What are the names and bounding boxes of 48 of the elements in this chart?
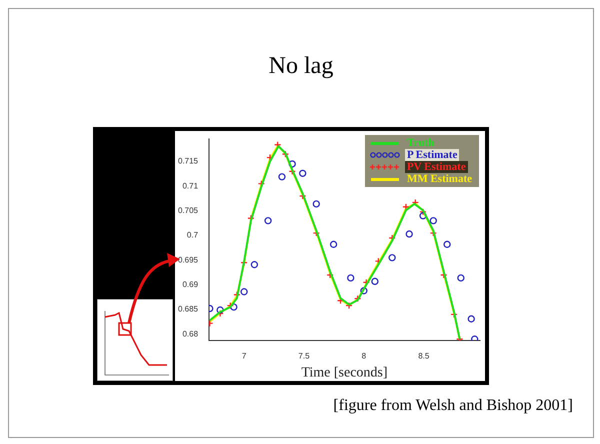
x-tick-label: 8.5	[418, 352, 430, 361]
chart-title: No lag	[268, 53, 334, 80]
point	[250, 261, 258, 268]
y-tick-label: 0.695	[178, 255, 199, 264]
point	[371, 278, 378, 285]
point	[240, 288, 248, 296]
point	[471, 336, 478, 341]
point	[419, 212, 427, 220]
y-tick-label: 0.685	[178, 304, 199, 314]
y-tick-label: 0.69	[182, 280, 199, 290]
point	[430, 217, 437, 224]
legend-label: PV Estimate	[404, 161, 468, 173]
point	[468, 315, 475, 322]
text: [figure from Welsh and Bishop 2001]	[333, 397, 573, 415]
x-axis-title: Time [seconds]	[301, 365, 388, 380]
legend-label: Truth	[406, 137, 436, 149]
y-tick-label: 0.705	[178, 206, 199, 216]
point	[419, 208, 427, 216]
point	[354, 295, 362, 302]
x-tick-label: 7.5	[298, 352, 310, 361]
point	[226, 302, 234, 310]
point	[388, 254, 396, 262]
point	[347, 274, 354, 282]
legend-label: MM Estimate	[406, 173, 473, 185]
point	[230, 303, 238, 311]
point	[406, 230, 413, 238]
point	[264, 217, 272, 224]
point	[444, 240, 451, 248]
legend-label: P Estimate	[404, 149, 460, 161]
point	[216, 306, 224, 314]
point	[402, 203, 410, 210]
x-tick-label: 7	[242, 352, 247, 361]
point	[299, 170, 306, 177]
point	[374, 258, 382, 265]
point	[345, 302, 353, 310]
point	[282, 150, 290, 158]
y-tick-label: 0.715	[178, 156, 199, 166]
x-tick-label: 8	[362, 352, 367, 361]
point	[330, 240, 338, 248]
point	[278, 173, 286, 180]
point	[457, 274, 464, 282]
y-tick-label: 0.71	[182, 181, 199, 190]
point	[456, 336, 464, 341]
point	[288, 160, 296, 168]
y-tick-label: 0.68	[182, 329, 199, 338]
y-tick-label: 0.7	[186, 230, 199, 240]
point	[312, 200, 320, 208]
point	[360, 287, 368, 294]
